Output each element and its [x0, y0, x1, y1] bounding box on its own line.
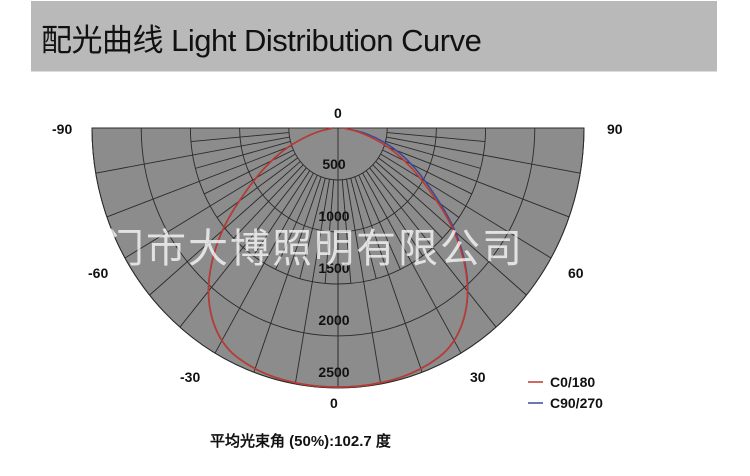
grid-radial [275, 174, 318, 270]
grid-radial [350, 178, 377, 279]
angle-label: 0 [334, 105, 342, 121]
grid-radial [233, 164, 304, 239]
grid-radial [386, 132, 486, 143]
grid-radial [214, 172, 314, 354]
grid-radial [341, 179, 352, 284]
grid-radial [252, 170, 311, 257]
grid-radial [216, 157, 298, 218]
grid-radial [106, 145, 292, 218]
grid-radial [375, 161, 527, 296]
grid-radial [204, 149, 294, 195]
grid-radial [179, 167, 307, 328]
watermark: 江门市大博照明有限公司 [62, 227, 524, 271]
grid-radial [380, 153, 552, 259]
grid-radial [299, 178, 326, 279]
legend-label: C0/180 [550, 374, 595, 390]
legend-label: C90/270 [550, 395, 603, 411]
beam-angle-text: 平均光束角 (50%):102.7 度 [210, 433, 391, 450]
grid-radial [378, 157, 460, 218]
radial-tick-label: 1000 [318, 208, 349, 224]
grid-radial [384, 145, 570, 218]
radial-tick-label: 2500 [318, 364, 349, 380]
angle-label: 90 [607, 121, 623, 137]
grid-radial [386, 136, 581, 174]
grid-radial [324, 179, 335, 284]
grid-radial [253, 176, 322, 373]
angle-label: 60 [568, 265, 584, 281]
grid-radial [369, 167, 497, 328]
grid-radial [294, 179, 330, 385]
angle-label: -30 [180, 369, 200, 385]
chart-title: 配光曲线 Light Distribution Curve [41, 23, 482, 58]
angle-label: 30 [470, 369, 486, 385]
radial-tick-label: 2000 [318, 312, 349, 328]
series-curve-C0-180 [207, 127, 469, 388]
grid-radial [149, 161, 301, 296]
grid-radial [382, 149, 472, 195]
radial-tick-label: 1500 [318, 260, 349, 276]
angle-label: 0 [330, 395, 338, 411]
grid-radial [385, 141, 481, 169]
grid-radial [354, 176, 423, 373]
grid-radial [362, 172, 462, 354]
radial-tick-label: 500 [322, 156, 346, 172]
grid-radial [124, 153, 296, 259]
grid-radial [372, 164, 443, 239]
grid-radial [195, 141, 291, 169]
grid-radial [190, 132, 290, 143]
grid-radial [95, 136, 290, 174]
angle-label: -60 [88, 265, 108, 281]
angle-label: -90 [52, 121, 72, 137]
grid-radial [365, 170, 424, 257]
grid-radial [346, 179, 382, 385]
grid-radial [358, 174, 401, 270]
title-banner: 配光曲线 Light Distribution Curve [31, 1, 717, 72]
